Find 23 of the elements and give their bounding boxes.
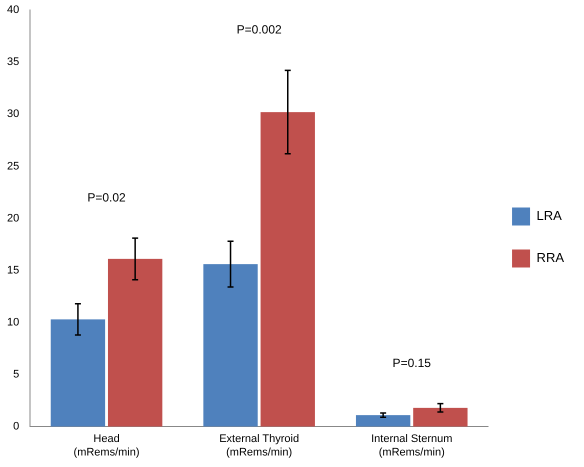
y-tick-label: 15 — [6, 264, 20, 276]
annotation: P=0.02 — [87, 190, 126, 204]
bar — [203, 264, 258, 427]
bar — [108, 258, 162, 427]
x-tick-label: Internal Sternum (mRems/min) — [371, 433, 452, 458]
y-tick-label: 35 — [6, 56, 20, 68]
y-tick-label: 40 — [6, 4, 20, 16]
legend-label: LRA — [536, 208, 562, 224]
annotation: P=0.002 — [236, 22, 282, 37]
x-tick-label: Head (mRems/min) — [74, 433, 140, 458]
x-tick-label: External Thyroid (mRems/min) — [219, 433, 300, 458]
legend-label: RRA — [536, 250, 564, 266]
y-tick-label: 5 — [13, 368, 20, 381]
y-tick-label: 10 — [6, 316, 20, 328]
bar — [413, 408, 468, 427]
y-tick-label: 30 — [6, 108, 20, 120]
bar — [50, 319, 106, 427]
y-tick-label: 0 — [13, 420, 20, 433]
annotation: P=0.15 — [392, 356, 432, 370]
bar — [260, 112, 315, 427]
bar — [356, 415, 410, 427]
y-tick-label: 25 — [6, 160, 20, 172]
y-tick-label: 20 — [6, 212, 20, 224]
